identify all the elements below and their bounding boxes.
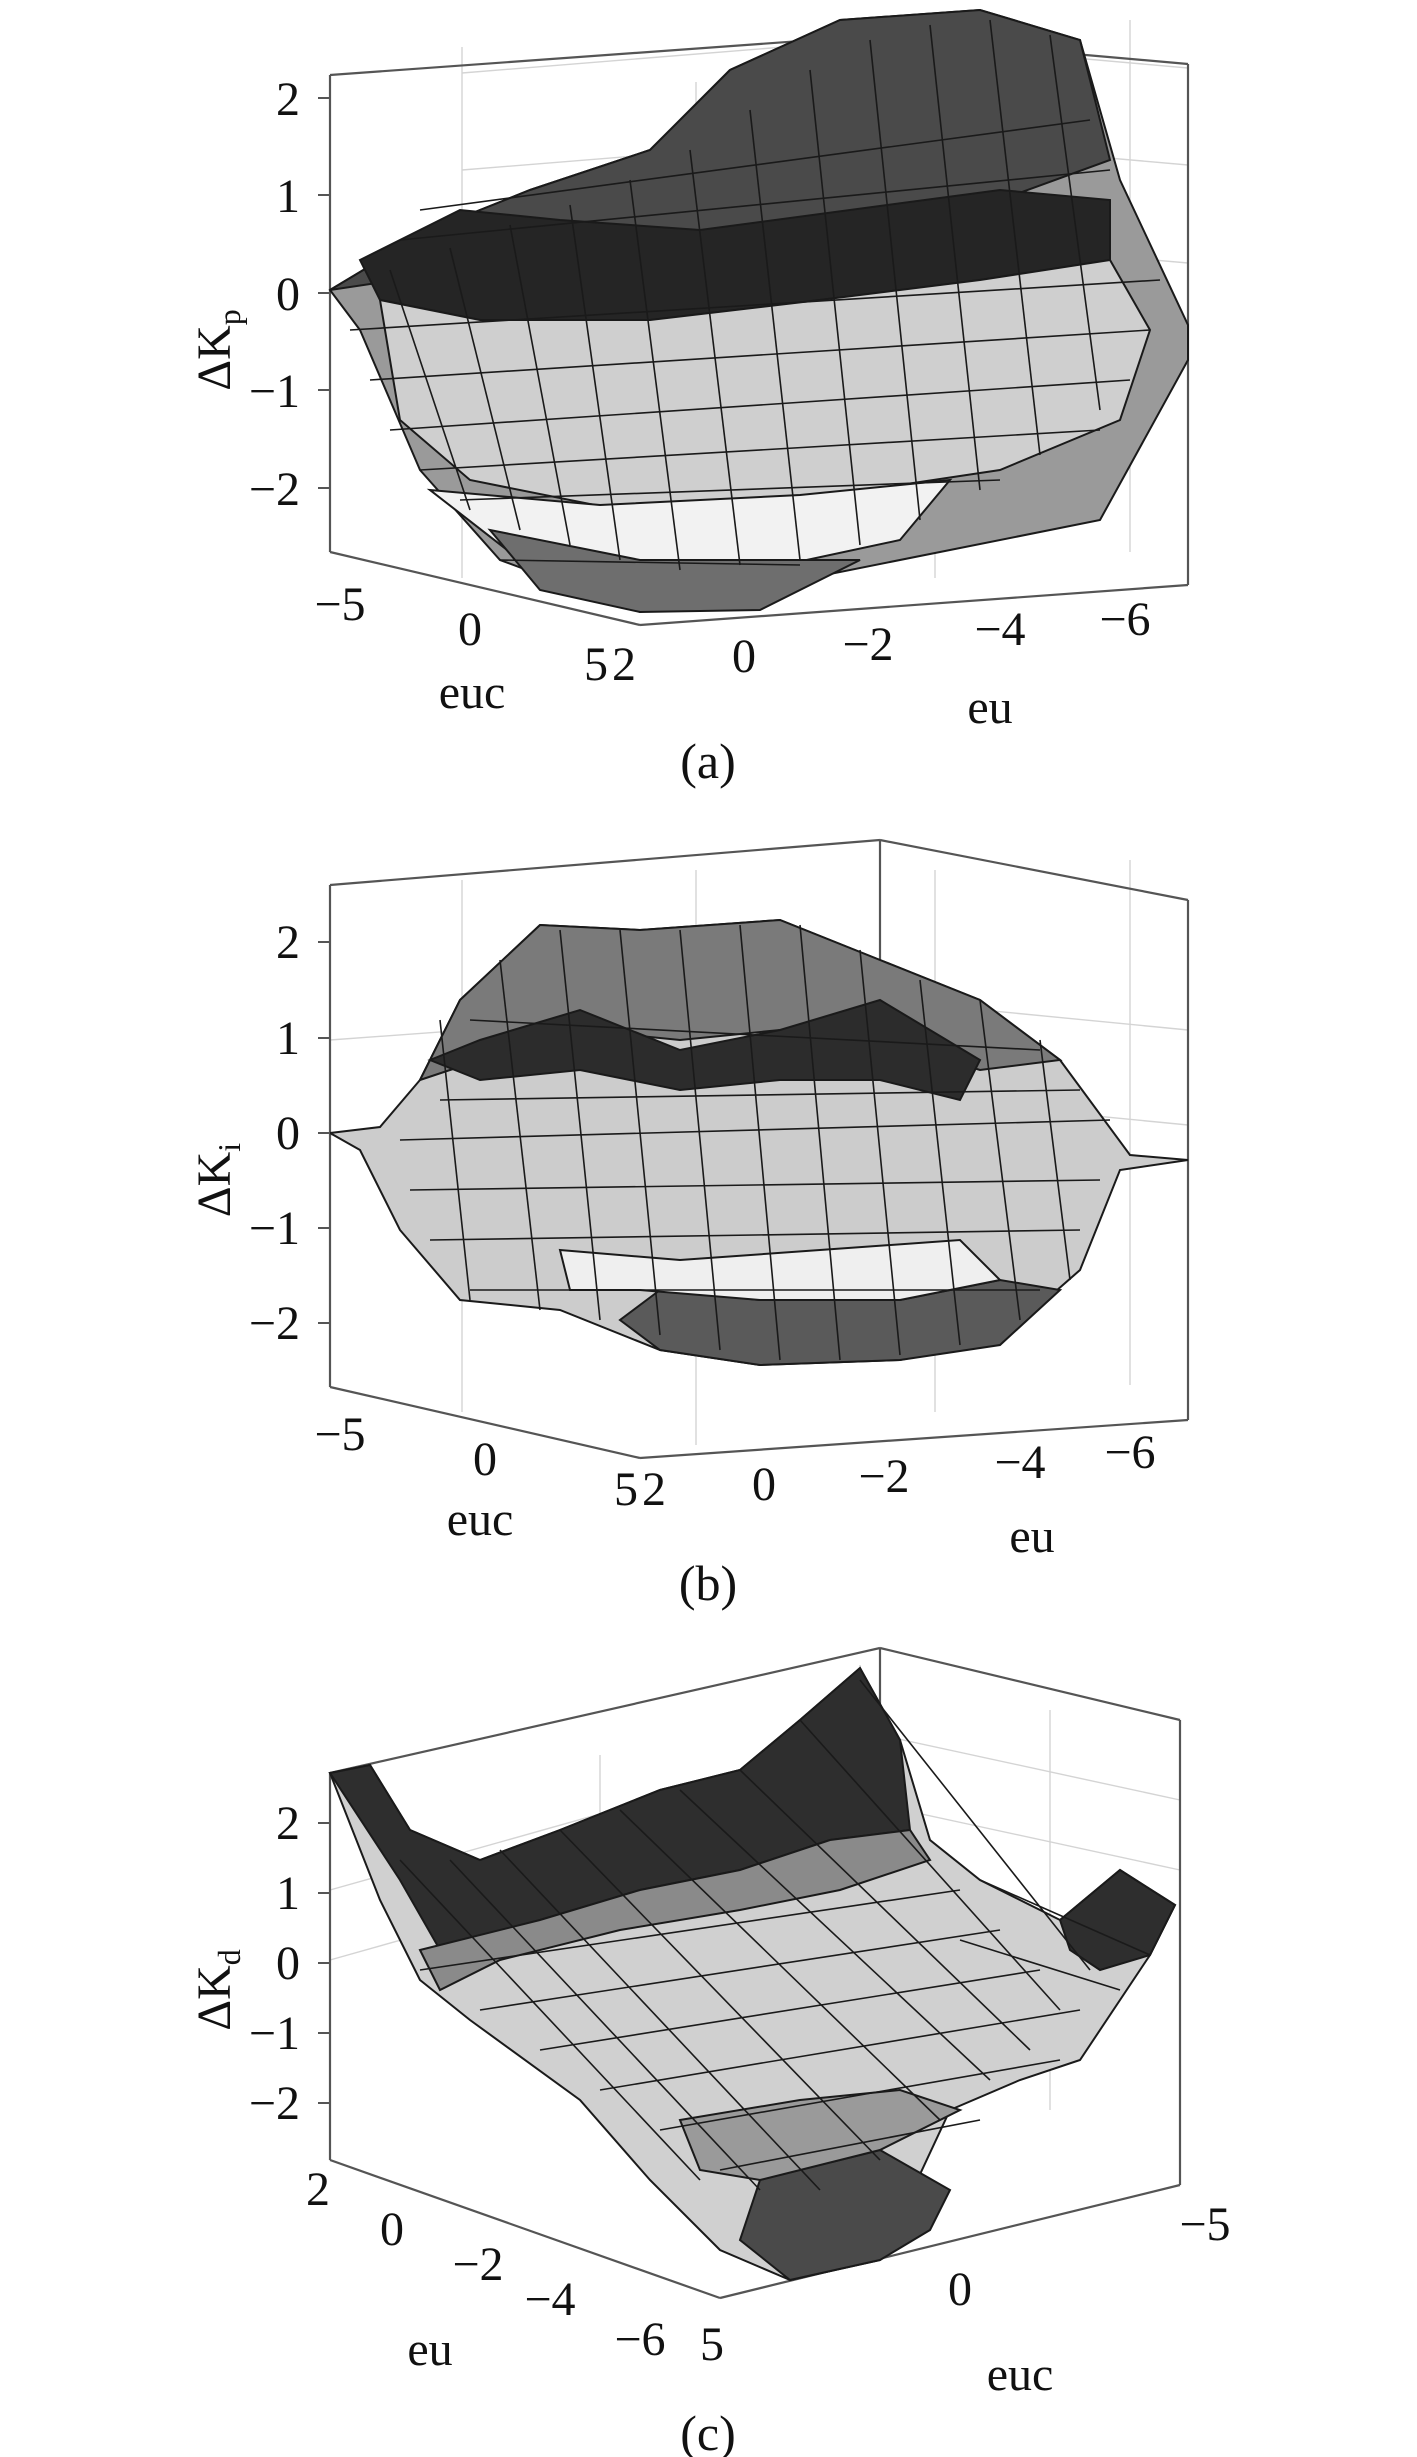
panel-b-ytick-5: −6 bbox=[1104, 1426, 1155, 1479]
panel-c-ztick-1: 2 bbox=[276, 1797, 300, 1850]
panel-c-xtick-1: 5 bbox=[700, 2318, 724, 2371]
panel-c-ztick-5: −2 bbox=[249, 2077, 300, 2130]
panel-b-xtick-2: 0 bbox=[473, 1433, 497, 1486]
panel-a-ylabel: eu bbox=[967, 681, 1012, 734]
panel-b-ytick-3: −2 bbox=[858, 1450, 909, 1503]
panel-b-ytick-4: −4 bbox=[994, 1436, 1045, 1489]
panel-b-zlabel: ΔKi bbox=[188, 1143, 247, 1218]
panel-b-ztick-4: −1 bbox=[249, 1202, 300, 1255]
panel-b-xtick-3: 5 bbox=[614, 1463, 638, 1516]
panel-a-ytick-5: −6 bbox=[1099, 593, 1150, 646]
panel-b-xlabel: euc bbox=[447, 1493, 514, 1546]
panel-c-ytick-2: 0 bbox=[380, 2203, 404, 2256]
panel-c-ytick-3: −2 bbox=[452, 2238, 503, 2291]
panel-a-zlabel: ΔKp bbox=[188, 309, 247, 391]
panel-b-ztick-5: −2 bbox=[249, 1297, 300, 1350]
panel-a-ytick-2: 0 bbox=[732, 630, 756, 683]
panel-b-ylabel: eu bbox=[1009, 1510, 1054, 1563]
panel-c-mesh bbox=[399, 1679, 1151, 2191]
panel-b-ztick-2: 1 bbox=[276, 1012, 300, 1065]
panel-a-xtick-3: 5 bbox=[584, 638, 608, 691]
panel-c-ylabel: eu bbox=[407, 2323, 452, 2376]
panel-c-ztick-2: 1 bbox=[276, 1867, 300, 1920]
panel-a-ytick-1: 2 bbox=[612, 638, 636, 691]
panel-a-ztick-4: −1 bbox=[249, 365, 300, 418]
panel-c-label: (c) bbox=[680, 2405, 736, 2457]
panel-a-xlabel: euc bbox=[439, 666, 506, 719]
panel-c-z-ticks bbox=[318, 1822, 330, 2104]
panel-a-ztick-2: 1 bbox=[276, 170, 300, 223]
panel-c-xlabel: euc bbox=[987, 2348, 1054, 2401]
panel-c-xtick-3: −5 bbox=[1179, 2198, 1230, 2251]
panel-a-z-ticks bbox=[318, 97, 330, 489]
panel-c-surface bbox=[328, 1666, 1177, 2282]
panel-c-ytick-1: 2 bbox=[306, 2163, 330, 2216]
panel-b-ztick-3: 0 bbox=[276, 1107, 300, 1160]
panel-c-ztick-4: −1 bbox=[249, 2007, 300, 2060]
panel-c-ztick-3: 0 bbox=[276, 1937, 300, 1990]
panel-a-xtick-1: −5 bbox=[314, 578, 365, 631]
panel-b-ytick-1: 2 bbox=[642, 1463, 666, 1516]
panel-a-ytick-4: −4 bbox=[974, 603, 1025, 656]
panel-a-xtick-2: 0 bbox=[458, 603, 482, 656]
panel-b-ztick-1: 2 bbox=[276, 916, 300, 969]
panel-a-ztick-3: 0 bbox=[276, 268, 300, 321]
panel-a: 2 1 0 −1 −2 ΔKp −5 0 5 euc 2 0 −2 −4 −6 … bbox=[188, 8, 1190, 789]
panel-a-mesh bbox=[349, 19, 1161, 571]
panel-a-ztick-5: −2 bbox=[249, 463, 300, 516]
panel-b: 2 1 0 −1 −2 ΔKi −5 0 5 euc 2 0 −2 −4 −6 … bbox=[188, 838, 1190, 1611]
panel-b-mesh bbox=[399, 924, 1111, 1361]
panel-c: 2 1 0 −1 −2 ΔKd 2 0 −2 −4 −6 eu 5 0 −5 e… bbox=[188, 1646, 1231, 2457]
panel-a-label: (a) bbox=[680, 733, 736, 789]
panel-c-xtick-2: 0 bbox=[948, 2263, 972, 2316]
panel-b-surface bbox=[326, 918, 1189, 1367]
panel-c-ytick-4: −4 bbox=[524, 2273, 575, 2326]
panel-a-ztick-1: 2 bbox=[276, 73, 300, 126]
panel-b-label: (b) bbox=[679, 1555, 737, 1611]
panel-b-ytick-2: 0 bbox=[752, 1458, 776, 1511]
panel-c-ytick-5: −6 bbox=[614, 2313, 665, 2366]
panel-b-z-ticks bbox=[318, 941, 330, 1324]
panel-a-ytick-3: −2 bbox=[842, 618, 893, 671]
panel-c-zlabel: ΔKd bbox=[188, 1949, 247, 2031]
panel-b-xtick-1: −5 bbox=[314, 1408, 365, 1461]
panel-a-surface bbox=[328, 8, 1189, 614]
